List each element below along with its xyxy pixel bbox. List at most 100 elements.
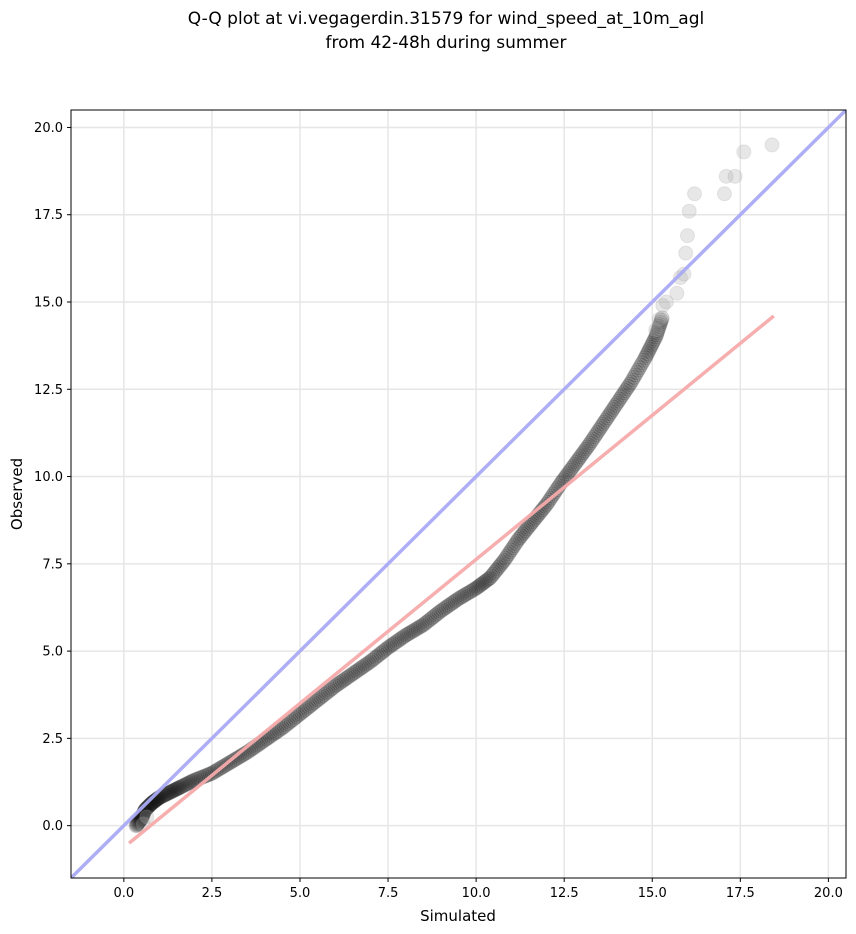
qq-point [364,652,380,668]
qq-point [288,709,304,725]
qq-point [359,656,375,672]
qq-point [158,786,174,802]
qq-point [508,536,524,552]
qq-point [276,718,292,734]
qq-point [485,566,501,582]
qq-point [634,355,650,371]
qq-point [301,699,317,715]
qq-point [582,435,598,451]
qq-point [498,550,514,566]
qq-point [466,581,482,597]
qq-point [406,622,422,638]
qq-point [617,383,633,399]
qq-point [565,458,581,474]
qq-point [345,666,361,682]
qq-point [162,784,178,800]
qq-point [133,811,149,827]
qq-point [653,314,669,330]
qq-point-tail [718,168,734,184]
qq-point [366,651,382,667]
qq-point [382,638,398,654]
x-tick-label: 10.0 [462,886,491,901]
x-tick-label: 7.5 [378,886,399,901]
qq-point [278,717,294,733]
qq-point [492,558,508,574]
qq-point [477,574,493,590]
qq-point [419,614,435,630]
qq-point [352,661,368,677]
qq-point [181,775,197,791]
qq-point [380,640,396,656]
x-tick-label: 5.0 [290,886,311,901]
qq-point [306,695,322,711]
qq-point [347,665,363,681]
qq-point [131,814,147,830]
qq-point [605,402,621,418]
qq-point [648,329,664,345]
qq-point [629,365,645,381]
qq-point [408,621,424,637]
qq-point [588,427,604,443]
qq-point [274,720,290,736]
qq-point [128,818,144,834]
qq-point [627,367,643,383]
identity-line [71,110,846,878]
qq-point [287,710,303,726]
qq-point [653,312,669,328]
qq-point [440,598,456,614]
qq-point [410,620,426,636]
y-tick-label: 12.5 [34,383,63,398]
qq-point [452,590,468,606]
qq-point [332,674,348,690]
qq-point [516,524,532,540]
qq-point [463,583,479,599]
qq-point [271,722,287,738]
qq-point [317,686,333,702]
qq-point [623,374,639,390]
qq-point [445,594,461,610]
qq-point [292,706,308,722]
qq-point [394,630,410,646]
qq-point [371,647,387,663]
qq-point [387,635,403,651]
qq-point [401,625,417,641]
qq-point-tail [678,245,694,261]
qq-point [570,452,586,468]
qq-point [442,597,458,613]
qq-point [502,544,518,560]
qq-point [269,724,285,740]
qq-point [161,785,177,801]
qq-point [373,645,389,661]
qq-point [595,416,611,432]
qq-point [129,816,145,832]
plot-frame [70,109,847,879]
qq-point [654,310,670,326]
qq-point [183,774,199,790]
qq-point [612,391,628,407]
qq-point [296,703,311,719]
qq-point [338,671,354,687]
qq-point [361,655,377,671]
qq-point [459,585,475,601]
qq-point [625,372,641,388]
qq-point [638,348,654,364]
qq-point-tail [681,203,697,219]
qq-point-tail [727,168,743,184]
qq-point-tail [651,311,667,327]
qq-point [515,526,531,542]
qq-point [431,604,447,620]
qq-point [169,781,185,797]
qq-point [322,682,338,698]
qq-point [178,776,194,792]
qq-point [285,712,301,728]
qq-point [405,623,421,639]
qq-point-tail [676,266,692,282]
qq-point [594,418,610,434]
qq-point [471,578,487,594]
qq-point [308,693,324,709]
qq-point [509,533,525,549]
y-axis-ticks: 0.0 2.5 5.0 7.5 10.0 12.5 15.0 17.5 20.0 [34,121,71,834]
qq-point [506,538,522,554]
